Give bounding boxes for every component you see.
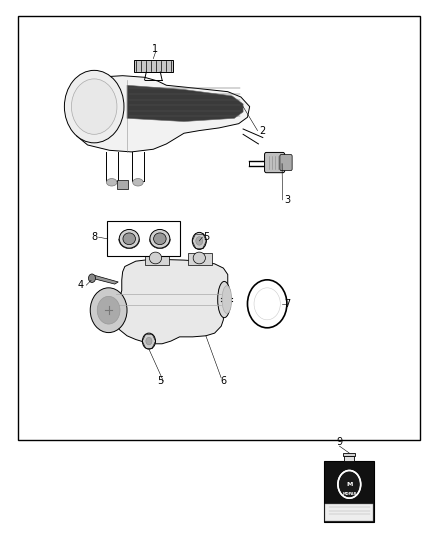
Bar xyxy=(325,504,373,521)
Text: 4: 4 xyxy=(78,280,84,290)
Circle shape xyxy=(71,79,117,134)
Ellipse shape xyxy=(123,233,135,245)
Ellipse shape xyxy=(106,179,117,186)
Text: 5: 5 xyxy=(157,376,163,386)
Text: 7: 7 xyxy=(284,299,290,309)
Ellipse shape xyxy=(193,252,205,264)
Polygon shape xyxy=(116,260,228,344)
Bar xyxy=(134,60,173,72)
Circle shape xyxy=(142,333,155,349)
Bar xyxy=(344,456,354,461)
Text: MOPAR: MOPAR xyxy=(342,491,357,496)
Text: M: M xyxy=(346,482,353,487)
Text: 8: 8 xyxy=(91,232,97,242)
Text: 5: 5 xyxy=(203,232,209,242)
Ellipse shape xyxy=(222,286,232,313)
Circle shape xyxy=(196,237,203,245)
Text: 1: 1 xyxy=(152,44,159,54)
Circle shape xyxy=(97,296,120,324)
Circle shape xyxy=(338,471,360,498)
Polygon shape xyxy=(127,85,243,122)
Ellipse shape xyxy=(150,229,170,248)
Bar xyxy=(117,180,128,189)
Ellipse shape xyxy=(149,252,162,264)
Bar xyxy=(188,253,212,265)
Text: 9: 9 xyxy=(336,438,343,447)
Circle shape xyxy=(90,288,127,333)
Bar xyxy=(343,453,355,456)
Ellipse shape xyxy=(218,281,231,318)
FancyBboxPatch shape xyxy=(265,152,285,173)
Text: 6: 6 xyxy=(220,376,226,386)
Bar xyxy=(107,221,180,256)
Circle shape xyxy=(88,274,95,282)
Ellipse shape xyxy=(119,229,139,248)
Circle shape xyxy=(192,232,206,249)
Bar xyxy=(18,16,420,440)
Polygon shape xyxy=(92,276,118,284)
FancyBboxPatch shape xyxy=(280,155,292,171)
Ellipse shape xyxy=(133,179,143,186)
Circle shape xyxy=(64,70,124,143)
Bar xyxy=(324,461,374,522)
Circle shape xyxy=(146,337,152,345)
Circle shape xyxy=(247,280,287,328)
Text: 2: 2 xyxy=(260,126,266,135)
Text: 3: 3 xyxy=(284,195,290,205)
Bar xyxy=(145,253,169,265)
Ellipse shape xyxy=(154,233,166,245)
Circle shape xyxy=(254,288,280,320)
Polygon shape xyxy=(74,76,250,152)
